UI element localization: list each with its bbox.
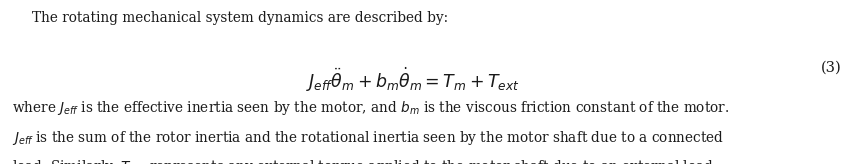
- Text: load. Similarly, $T_{ext}$ represents any external torque applied to the motor s: load. Similarly, $T_{ext}$ represents an…: [12, 158, 717, 164]
- Text: The rotating mechanical system dynamics are described by:: The rotating mechanical system dynamics …: [32, 11, 448, 25]
- Text: where $J_{eff}$ is the effective inertia seen by the motor, and $b_m$ is the vis: where $J_{eff}$ is the effective inertia…: [12, 99, 729, 117]
- Text: $J_{eff}\ddot{\theta}_m + b_m\dot{\theta}_m = T_m + T_{ext}$: $J_{eff}\ddot{\theta}_m + b_m\dot{\theta…: [307, 66, 520, 94]
- Text: $J_{eff}$ is the sum of the rotor inertia and the rotational inertia seen by the: $J_{eff}$ is the sum of the rotor inerti…: [12, 129, 724, 147]
- Text: (3): (3): [821, 61, 842, 75]
